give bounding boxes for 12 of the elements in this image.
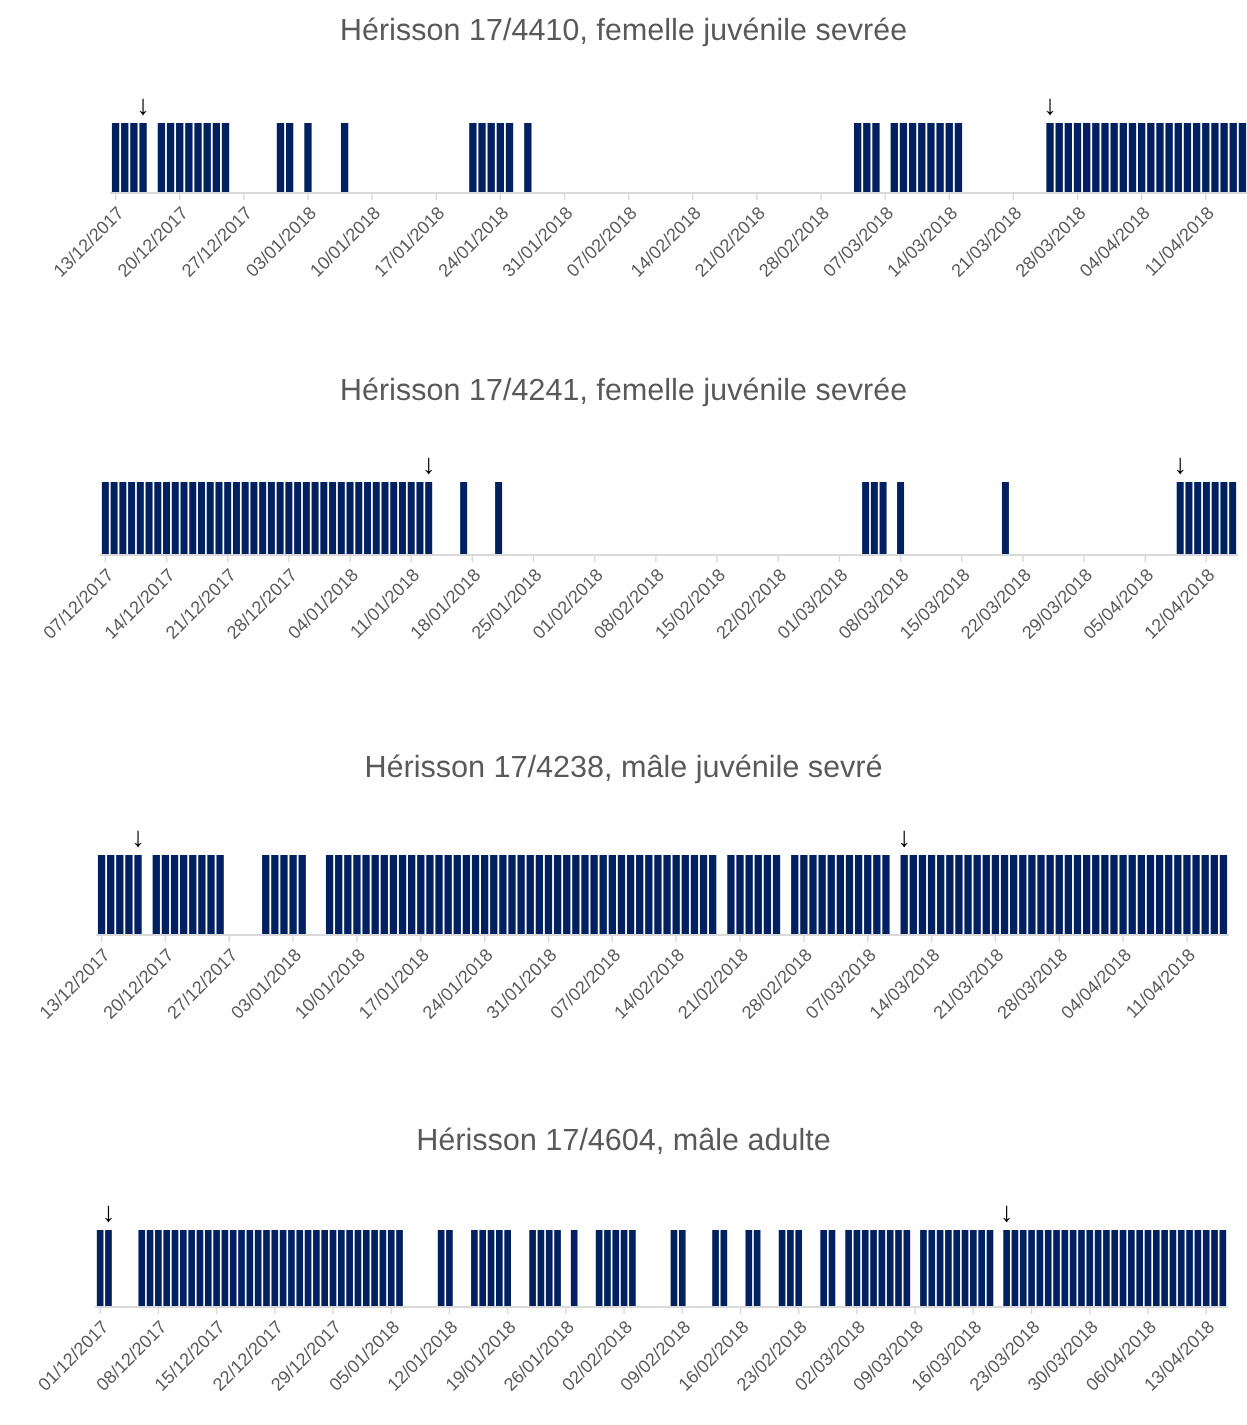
chart-title: Hérisson 17/4604, mâle adulte — [418, 1127, 830, 1154]
annotation: ↓ — [1003, 1205, 1010, 1223]
annotation: ↓ — [134, 830, 142, 848]
annotation: ↓ — [1176, 457, 1184, 475]
chart-title: Hérisson 17/4238, mâle juvénile sevré — [367, 754, 882, 784]
annotation: ↓ — [139, 98, 147, 116]
annotation: ↓ — [425, 457, 432, 475]
chart-title: Hérisson 17/4410, femelle juvénile sevrée — [342, 17, 906, 47]
annotation: ↓ — [105, 1205, 112, 1223]
annotation: ↓ — [900, 830, 908, 848]
annotation: ↓ — [1046, 98, 1054, 116]
chart-title: Hérisson 17/4241, femelle juvénile sevrée — [342, 377, 906, 407]
